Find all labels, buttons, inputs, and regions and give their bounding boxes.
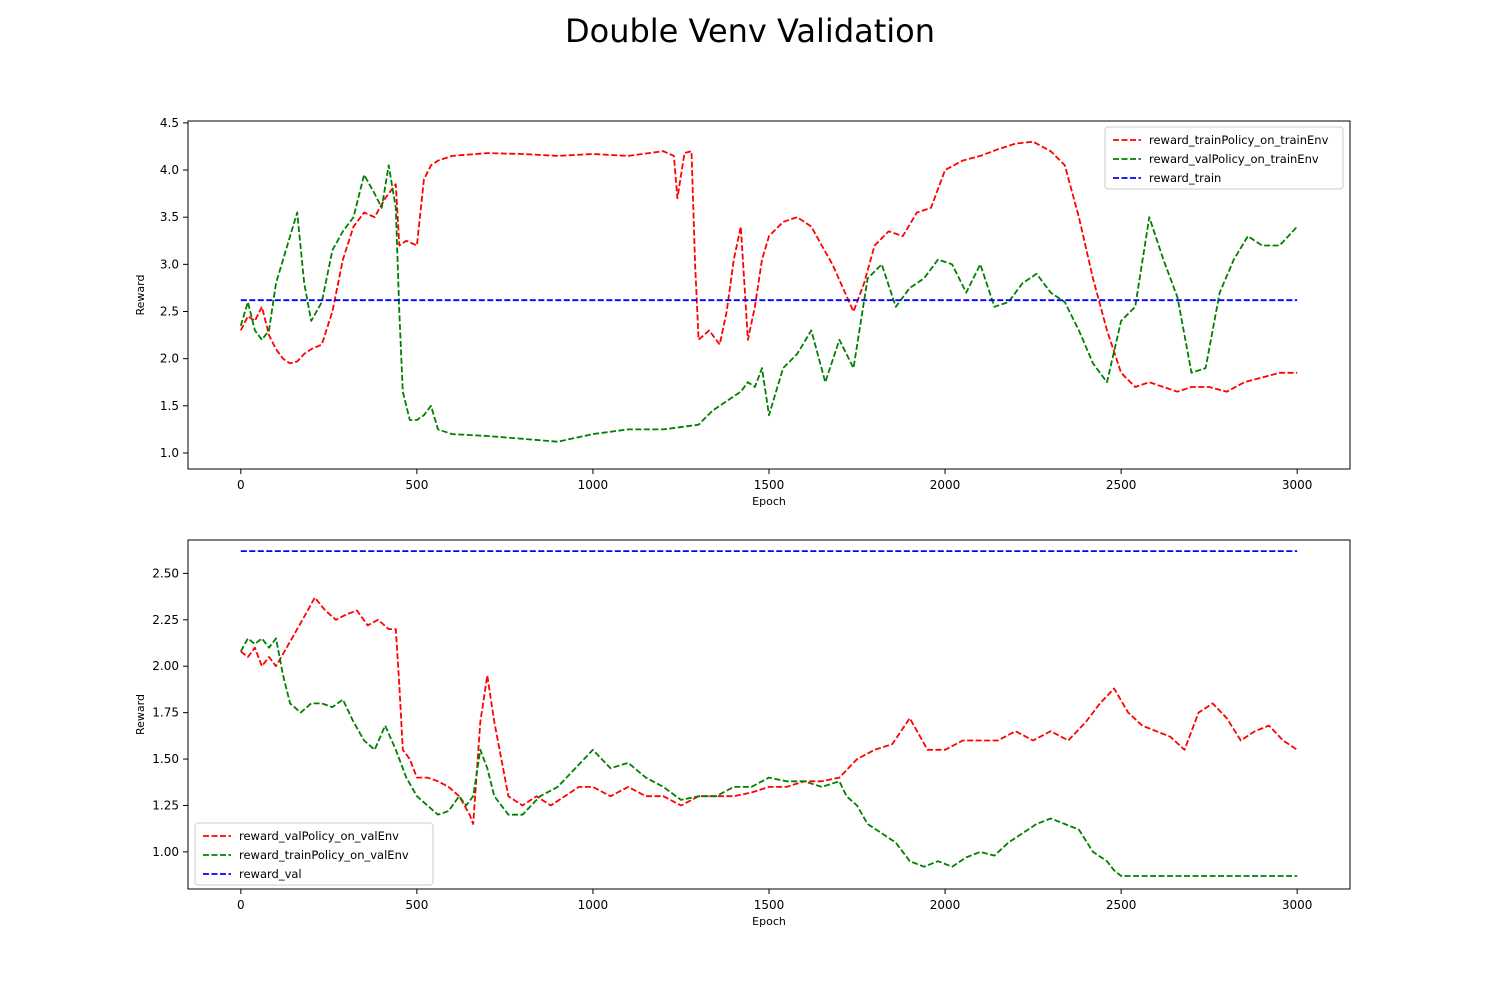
x-tick-label: 0 (237, 478, 245, 492)
series-line-reward-trainpolicy-on-valenv (240, 637, 1298, 877)
x-tick-label: 2000 (930, 898, 961, 912)
x-tick-label: 1000 (578, 898, 609, 912)
x-axis-label: Epoch (752, 495, 786, 508)
legend-label-reward-valpolicy-on-trainenv: reward_valPolicy_on_trainEnv (1149, 152, 1319, 166)
x-tick-label: 500 (405, 898, 428, 912)
x-tick-label: 1500 (754, 898, 785, 912)
y-tick-label: 4.0 (160, 163, 179, 177)
y-tick-label: 1.00 (152, 845, 179, 859)
x-tick-label: 3000 (1282, 898, 1313, 912)
legend: reward_trainPolicy_on_trainEnv reward_val… (1104, 126, 1344, 190)
legend-label-reward-train: reward_train (1149, 171, 1221, 185)
x-tick-label: 1000 (578, 478, 609, 492)
legend-label-reward-trainpolicy-on-trainenv: reward_trainPolicy_on_trainEnv (1149, 133, 1329, 147)
x-tick-label: 2500 (1106, 478, 1137, 492)
legend-box (1104, 126, 1344, 190)
x-tick-label: 2500 (1106, 898, 1137, 912)
y-tick-label: 4.5 (160, 116, 179, 130)
x-tick-label: 500 (405, 478, 428, 492)
y-tick-label: 2.25 (152, 613, 179, 627)
y-tick-label: 2.00 (152, 659, 179, 673)
legend-label-reward-val: reward_val (239, 867, 302, 881)
y-tick-label: 3.0 (160, 257, 179, 271)
figure-title: Double Venv Validation (564, 12, 936, 50)
x-tick-label: 2000 (930, 478, 961, 492)
legend-box (194, 822, 434, 886)
y-tick-label: 2.5 (160, 305, 179, 319)
y-tick-label: 1.5 (160, 399, 179, 413)
x-axis-label: Epoch (752, 915, 786, 928)
series-group (239, 140, 1298, 443)
x-tick-label: 3000 (1282, 478, 1313, 492)
y-axis-label: Reward (134, 275, 147, 316)
series-group (240, 550, 1298, 877)
y-tick-label: 1.50 (152, 752, 179, 766)
legend-label-reward-valpolicy-on-valenv: reward_valPolicy_on_valEnv (239, 829, 399, 843)
x-tick-label: 1500 (754, 478, 785, 492)
bottom-subplot: 0 500 1000 1500 2000 2500 3000 1.00 1.25 1.50 1.75… (134, 539, 1351, 928)
series-line-reward-trainpolicy-on-trainenv (239, 140, 1298, 393)
y-tick-label: 1.75 (152, 706, 179, 720)
y-tick-label: 2.0 (160, 352, 179, 366)
x-tick-label: 0 (237, 898, 245, 912)
y-axis-label: Reward (134, 694, 147, 735)
y-tick-label: 1.0 (160, 446, 179, 460)
series-line-reward-valpolicy-on-valenv (240, 596, 1298, 825)
series-line-reward-valpolicy-on-trainenv (239, 164, 1298, 443)
legend: reward_valPolicy_on_valEnv reward_trainPo… (194, 822, 434, 886)
top-subplot: 0 500 1000 1500 2000 2500 3000 1.0 1.5 2.0 2.5 3.0 3… (134, 116, 1351, 508)
legend-label-reward-trainpolicy-on-valenv: reward_trainPolicy_on_valEnv (239, 848, 409, 862)
y-tick-label: 3.5 (160, 210, 179, 224)
y-tick-label: 2.50 (152, 566, 179, 580)
y-tick-label: 1.25 (152, 798, 179, 812)
